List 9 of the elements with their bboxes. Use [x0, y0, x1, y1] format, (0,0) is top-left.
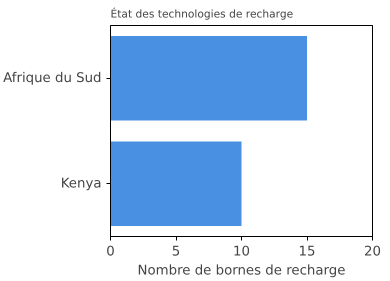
- x-axis-title: Nombre de bornes de recharge: [138, 264, 346, 278]
- chart-title: État des technologies de recharge: [110, 8, 294, 20]
- y-tick-label: Afrique du Sud: [3, 70, 102, 86]
- x-tick-label: 15: [298, 244, 316, 260]
- x-tick-label: 10: [233, 244, 250, 260]
- x-tick-label: 0: [106, 244, 115, 260]
- y-tick-label: Kenya: [60, 176, 102, 192]
- x-tick-label: 20: [364, 244, 381, 260]
- x-tick-label: 5: [172, 244, 180, 260]
